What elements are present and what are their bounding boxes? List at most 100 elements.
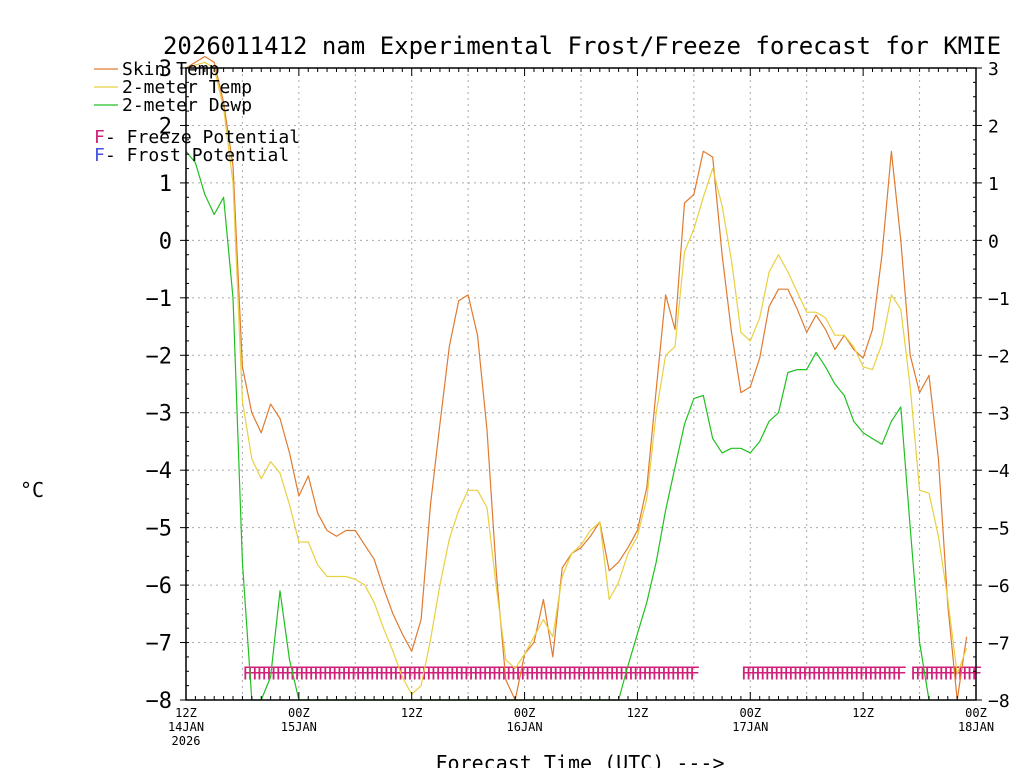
- freeze-marker: F: [769, 663, 780, 684]
- legend-marker-label: - Freeze Potential: [105, 127, 300, 148]
- freeze-marker: F: [421, 663, 432, 684]
- plot-frame: [185, 67, 977, 701]
- x-axis-label: Forecast Time (UTC) --->: [436, 751, 725, 768]
- freeze-marker: F: [797, 663, 808, 684]
- freeze-marker: F: [826, 663, 837, 684]
- freeze-marker: F: [322, 663, 333, 684]
- x-tick-label: 00Z: [965, 706, 987, 720]
- freeze-marker: F: [863, 663, 874, 684]
- freeze-marker: F: [764, 663, 775, 684]
- freeze-marker: F: [962, 663, 973, 684]
- freeze-marker: F: [844, 663, 855, 684]
- freeze-marker: F: [680, 663, 691, 684]
- freeze-marker: F: [332, 663, 343, 684]
- freeze-marker: F: [783, 663, 794, 684]
- freeze-marker: F: [957, 663, 968, 684]
- freeze-marker: F: [313, 663, 324, 684]
- freeze-marker: F: [318, 663, 329, 684]
- freeze-marker: F: [802, 663, 813, 684]
- x-tick-label: 12Z: [175, 706, 197, 720]
- freeze-marker: F: [369, 663, 380, 684]
- freeze-marker: F: [830, 663, 841, 684]
- freeze-marker: F: [938, 663, 949, 684]
- freeze-marker: F: [840, 663, 851, 684]
- freeze-marker: F: [891, 663, 902, 684]
- freeze-marker: F: [351, 663, 362, 684]
- freeze-marker: F: [821, 663, 832, 684]
- freeze-marker: F: [360, 663, 371, 684]
- freeze-marker: F: [487, 663, 498, 684]
- y-tick-label-right: −4: [988, 461, 1010, 482]
- freeze-marker: F: [393, 663, 404, 684]
- freeze-marker: F: [741, 663, 752, 684]
- x-tick-label: 00Z: [288, 706, 310, 720]
- x-tick-date-label: 17JAN: [732, 720, 768, 734]
- legend-marker-symbol: F: [94, 145, 105, 166]
- freeze-marker: F: [280, 663, 291, 684]
- freeze-marker: F: [435, 663, 446, 684]
- freeze-marker: F: [910, 663, 921, 684]
- x-tick-label: 12Z: [627, 706, 649, 720]
- freeze-marker: F: [858, 663, 869, 684]
- freeze-marker: F: [412, 663, 423, 684]
- freeze-marker: F: [529, 663, 540, 684]
- freeze-marker: F: [548, 663, 559, 684]
- freeze-marker: F: [553, 663, 564, 684]
- freeze-marker: F: [807, 663, 818, 684]
- freeze-marker: F: [289, 663, 300, 684]
- y-tick-label-left: −2: [146, 344, 173, 369]
- freeze-marker: F: [633, 663, 644, 684]
- freeze-marker: F: [619, 663, 630, 684]
- freeze-marker: F: [562, 663, 573, 684]
- chart-title: 2026011412 nam Experimental Frost/Freeze…: [163, 32, 1001, 60]
- axis-ticks: −8 −8 −7 −7 −6 −6 −5 −5 −4 −4 −3 −3 −2 −2 −1 −1 0 0 1 1 2 2 3 3…: [146, 57, 1010, 748]
- y-tick-label-right: −5: [988, 519, 1010, 540]
- freeze-marker: F: [407, 663, 418, 684]
- legend-marker-symbol: F: [94, 127, 105, 148]
- freeze-marker: F: [275, 663, 286, 684]
- freeze-marker: F: [605, 663, 616, 684]
- freeze-marker: F: [882, 663, 893, 684]
- freeze-marker: F: [388, 663, 399, 684]
- freeze-marker: F: [384, 663, 395, 684]
- freeze-marker: F: [525, 663, 536, 684]
- freeze-marker: F: [887, 663, 898, 684]
- freeze-marker: F: [445, 663, 456, 684]
- freeze-marker: F: [877, 663, 888, 684]
- x-tick-year-label: 2026: [172, 734, 201, 748]
- freeze-marker: F: [416, 663, 427, 684]
- freeze-marker: F: [811, 663, 822, 684]
- freeze-marker: F: [431, 663, 442, 684]
- freeze-marker: F: [449, 663, 460, 684]
- freeze-marker: F: [252, 663, 263, 684]
- freeze-marker: F: [572, 663, 583, 684]
- freeze-marker: F: [586, 663, 597, 684]
- y-tick-label-left: −8: [146, 689, 173, 714]
- freeze-marker: F: [492, 663, 503, 684]
- freeze-marker: F: [402, 663, 413, 684]
- freeze-marker: F: [473, 663, 484, 684]
- y-tick-label-right: 0: [988, 231, 999, 252]
- legend-label: 2-meter Temp: [122, 77, 252, 98]
- freeze-marker: F: [755, 663, 766, 684]
- freeze-marker: F: [247, 663, 258, 684]
- x-tick-date-label: 14JAN: [168, 720, 204, 734]
- freeze-marker: F: [576, 663, 587, 684]
- freeze-marker: F: [294, 663, 305, 684]
- freeze-marker: F: [304, 663, 315, 684]
- freeze-marker: F: [637, 663, 648, 684]
- freeze-marker: F: [661, 663, 672, 684]
- y-tick-label-right: −1: [988, 289, 1010, 310]
- freeze-marker: F: [510, 663, 521, 684]
- freeze-marker: F: [454, 663, 465, 684]
- freeze-marker: F: [600, 663, 611, 684]
- freeze-marker: F: [656, 663, 667, 684]
- freeze-marker: F: [463, 663, 474, 684]
- y-tick-label-left: 0: [159, 229, 172, 254]
- freeze-marker: F: [459, 663, 470, 684]
- y-tick-label-right: −2: [988, 346, 1010, 367]
- freeze-marker: F: [750, 663, 761, 684]
- y-tick-label-left: −1: [146, 287, 173, 312]
- freeze-marker: F: [623, 663, 634, 684]
